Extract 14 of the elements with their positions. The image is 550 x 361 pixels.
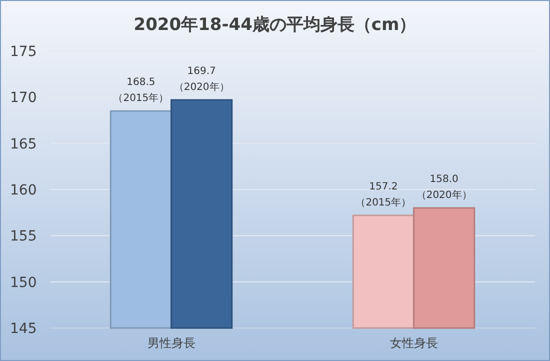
data-label: 158.0 （2020年） — [416, 174, 472, 201]
y-tick-label: 155 — [10, 228, 37, 245]
data-label: 168.5 （2015年） — [113, 77, 169, 104]
x-tick-label: 女性身長 — [390, 336, 438, 350]
y-tick-label: 170 — [10, 90, 37, 106]
data-label: 169.7 （2020年） — [174, 66, 230, 93]
data-label: 157.2 （2015年） — [356, 181, 412, 208]
x-tick-label: 男性身長 — [147, 336, 196, 350]
y-tick-label: 165 — [10, 136, 37, 152]
y-tick-label: 175 — [10, 44, 37, 60]
chart-title: 2020年18-44歳の平均身長（cm） — [134, 15, 416, 35]
y-tick-label: 160 — [10, 182, 37, 198]
y-tick-label: 150 — [10, 274, 37, 291]
y-tick-label: 145 — [10, 321, 37, 337]
